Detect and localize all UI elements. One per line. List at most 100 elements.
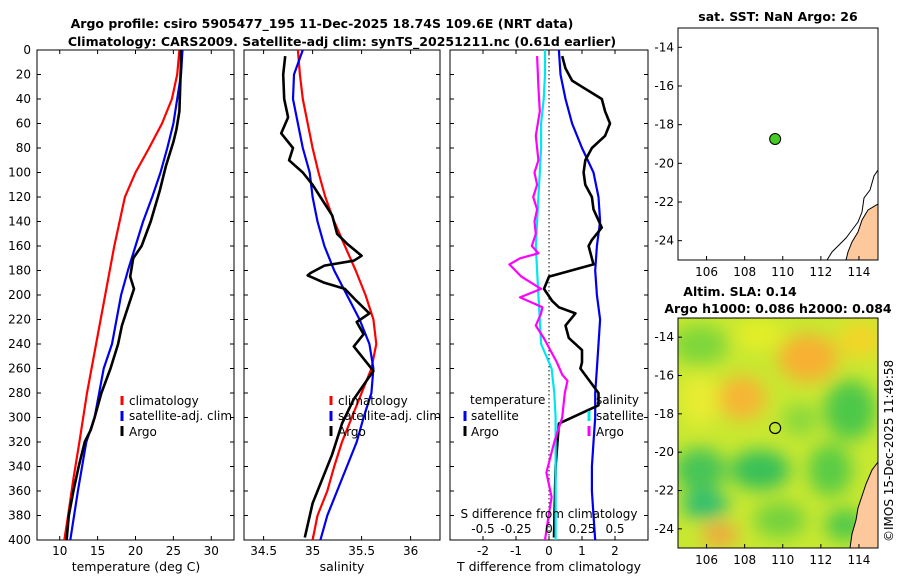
coastline: [826, 169, 878, 260]
map-y-tick-label: -20: [654, 445, 674, 459]
depth-tick-label: 240: [8, 337, 31, 351]
salinity-diff-tick-label: 0.25: [569, 522, 596, 536]
series-climatology: [63, 50, 181, 540]
x-tick-label: 1: [578, 544, 586, 558]
map-x-tick-label: 106: [695, 553, 718, 567]
temperature-axes-frame: [36, 49, 235, 541]
depth-tick-label: 80: [16, 141, 31, 155]
depth-tick-label: 280: [8, 386, 31, 400]
temperature-x-ticks: 10 15 20 25 30: [52, 50, 219, 558]
salinity-diff-tick-label: -0.25: [500, 522, 531, 536]
map-x-tick-label: 106: [695, 265, 718, 279]
imos-credit: ©IMOS 15-Dec-2025 11:49:58: [882, 360, 896, 542]
legend-title-salinity: salinity: [596, 393, 639, 407]
depth-tick-label: 360: [8, 484, 31, 498]
map-y-tick-label: -14: [654, 330, 674, 344]
legend-label-argo: Argo: [129, 425, 157, 439]
sla-map-subtitle: Argo h1000: 0.086 h2000: 0.084: [664, 301, 892, 316]
depth-tick-label: 320: [8, 435, 31, 449]
depth-tick-label: 140: [8, 215, 31, 229]
x-tick-label: 35.5: [348, 544, 375, 558]
depth-tick-label: 180: [8, 264, 31, 278]
title-line-2: Climatology: CARS2009. Satellite-adj cli…: [68, 34, 616, 50]
series-temperature-satellite: [557, 50, 602, 540]
depth-tick-label: 340: [8, 460, 31, 474]
x-tick-label: 35: [305, 544, 320, 558]
x-tick-label: 15: [90, 544, 105, 558]
x-tick-label: 20: [128, 544, 143, 558]
legend-label-argo: Argo: [338, 425, 366, 439]
x-tick-label: 25: [166, 544, 181, 558]
title-line-1: Argo profile: csiro 5905477_195 11-Dec-2…: [71, 16, 574, 32]
x-tick-label: -2: [477, 544, 489, 558]
sla-map-ticks: 106 108 110 112 114 -14 -16 -18 -20 -22 -24: [654, 330, 870, 567]
series-climatology: [296, 50, 378, 540]
salinity-difference-ticks: -0.5 -0.25 0 0.25 0.5: [471, 522, 624, 536]
difference-legend-temperature: temperature satellite Argo: [463, 393, 545, 439]
sla-map-frame: [677, 317, 879, 549]
series-argo: [65, 50, 183, 540]
legend-label-satellite: satellite-adj. clim: [129, 409, 232, 423]
x-tick-label: 30: [204, 544, 219, 558]
salinity-diff-tick-label: -0.5: [471, 522, 494, 536]
sst-map-coast: [826, 169, 878, 260]
depth-tick-label: 380: [8, 509, 31, 523]
series-satellite-adj-clim: [291, 50, 375, 540]
salinity-axes-frame: [243, 49, 441, 541]
map-x-tick-label: 114: [847, 265, 870, 279]
x-tick-label: 10: [52, 544, 67, 558]
legend-label-s-satellite: satellite: [596, 409, 644, 423]
difference-x-ticks: -2 -1 0 1 2: [477, 50, 619, 558]
salinity-legend: climatology satellite-adj. clim Argo: [329, 394, 441, 439]
argo-float-marker: [769, 132, 782, 145]
legend-label-satellite: satellite-adj. clim: [338, 409, 441, 423]
map-y-tick-label: -22: [654, 484, 674, 498]
map-y-tick-label: -22: [654, 195, 674, 209]
temperature-lines: [63, 50, 184, 540]
difference-xlabel: T difference from climatology: [456, 559, 642, 574]
depth-tick-label: 220: [8, 313, 31, 327]
argo-float-marker: [769, 421, 782, 435]
map-x-tick-label: 108: [733, 265, 756, 279]
salinity-x-ticks: 34.5 35 35.5 36: [250, 50, 418, 558]
temperature-xlabel: temperature (deg C): [72, 559, 201, 574]
land-area: [849, 461, 878, 548]
map-x-tick-label: 114: [847, 553, 870, 567]
series-salinity-argo: [508, 56, 569, 540]
map-y-tick-label: -24: [654, 234, 674, 248]
map-x-tick-label: 108: [733, 553, 756, 567]
map-y-tick-label: -20: [654, 156, 674, 170]
legend-title-temperature: temperature: [470, 393, 545, 407]
map-y-tick-label: -18: [654, 407, 674, 421]
difference-legend-salinity: salinity satellite Argo: [587, 393, 644, 439]
temperature-legend: climatology satellite-adj. clim Argo: [120, 394, 232, 439]
map-x-tick-label: 112: [809, 265, 832, 279]
series-temperature-argo: [542, 55, 612, 538]
x-tick-label: -1: [510, 544, 522, 558]
depth-axis: 0 20 40 60 80 100 120 140 160 180 200 220 240 260 280 3…: [8, 43, 648, 547]
map-y-tick-label: -16: [654, 369, 674, 383]
series-satellite-adj-clim: [69, 50, 184, 540]
difference-lines: [508, 50, 612, 540]
legend-label-t-satellite: satellite: [471, 409, 519, 423]
map-y-tick-label: -16: [654, 79, 674, 93]
salinity-diff-tick-label: 0: [545, 522, 553, 536]
depth-tick-label: 40: [16, 92, 31, 106]
map-y-tick-label: -18: [654, 118, 674, 132]
salinity-diff-tick-label: 0.5: [605, 522, 624, 536]
depth-tick-label: 60: [16, 117, 31, 131]
series-argo: [279, 55, 375, 538]
map-x-tick-label: 110: [771, 553, 794, 567]
depth-tick-label: 100: [8, 166, 31, 180]
depth-tick-label: 160: [8, 239, 31, 253]
x-tick-label: 0: [545, 544, 553, 558]
map-x-tick-label: 110: [771, 265, 794, 279]
salinity-lines: [279, 50, 378, 540]
depth-tick-label: 0: [23, 43, 31, 57]
depth-tick-label: 260: [8, 362, 31, 376]
legend-label-climatology: climatology: [129, 394, 199, 408]
x-tick-label: 34.5: [250, 544, 277, 558]
map-y-tick-label: -24: [654, 522, 674, 536]
sla-map-title: Altim. SLA: 0.14: [683, 284, 797, 299]
depth-tick-label: 120: [8, 190, 31, 204]
